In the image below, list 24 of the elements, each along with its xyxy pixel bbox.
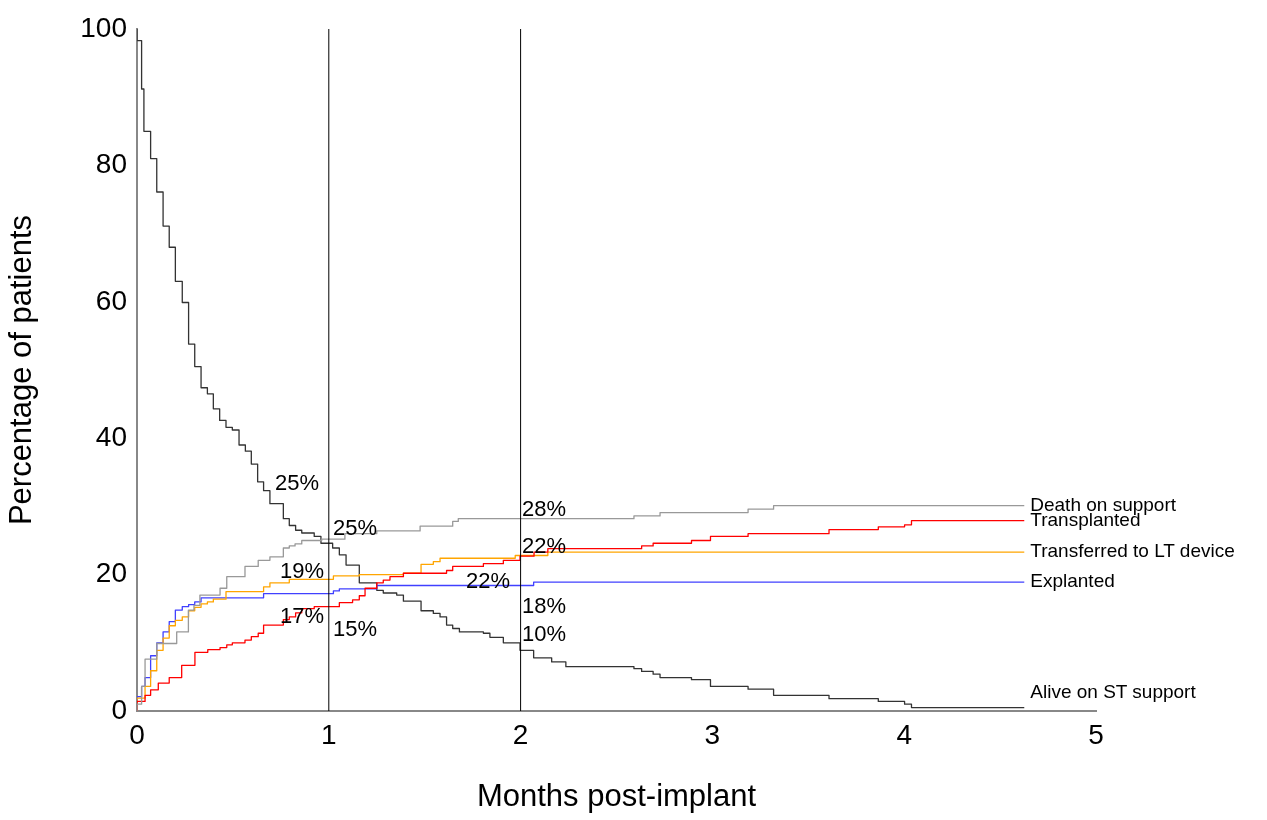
annotation: 10% — [521, 620, 566, 646]
annotation: 22% — [521, 532, 566, 558]
y-tick-label: 0 — [111, 693, 127, 725]
y-tick-label: 60 — [95, 284, 127, 316]
y-tick-label: 100 — [80, 11, 127, 43]
annotation: 19% — [280, 558, 325, 584]
y-axis-title: Percentage of patients — [3, 214, 39, 526]
x-axis-title: Months post-implant — [476, 777, 757, 813]
series-label: Transferred to LT device — [1030, 540, 1235, 562]
y-tick-label: 40 — [95, 420, 127, 452]
x-tick-label: 4 — [896, 718, 912, 750]
series-label: Alive on ST support — [1030, 681, 1197, 703]
annotation: 15% — [333, 615, 378, 641]
series-label: Explanted — [1030, 570, 1115, 592]
annotation: 28% — [521, 495, 566, 521]
x-tick-label: 2 — [512, 718, 529, 750]
y-tick-label: 80 — [95, 148, 127, 180]
annotation: 18% — [521, 592, 566, 618]
y-tick-label: 20 — [95, 557, 127, 589]
annotation: 25% — [275, 470, 320, 496]
x-tick-label: 5 — [1088, 718, 1104, 750]
annotation: 25% — [333, 515, 378, 541]
x-tick-label: 3 — [704, 718, 721, 750]
x-tick-label: 1 — [321, 718, 337, 750]
